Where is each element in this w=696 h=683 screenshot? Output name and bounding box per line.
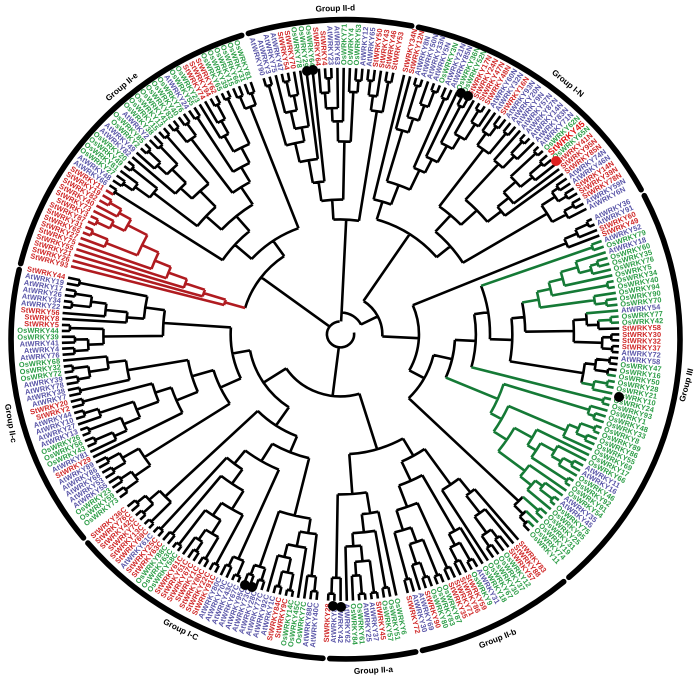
svg-text:AtWRKY25: AtWRKY25 xyxy=(361,602,373,642)
svg-text:StWRKY4: StWRKY4 xyxy=(318,31,329,67)
svg-text:AtWRKY65: AtWRKY65 xyxy=(364,27,377,67)
svg-text:OsWRKY42: OsWRKY42 xyxy=(622,316,664,327)
svg-text:AtWRKY62: AtWRKY62 xyxy=(342,603,352,643)
svg-text:Group II-a: Group II-a xyxy=(354,664,394,676)
svg-text:AtWRKY37: AtWRKY37 xyxy=(368,601,381,641)
svg-text:StWRKY8: StWRKY8 xyxy=(24,312,59,323)
svg-text:AtWRKY84: AtWRKY84 xyxy=(329,603,339,643)
svg-text:AtWRKY76: AtWRKY76 xyxy=(20,350,60,362)
svg-text:StWRKY32: StWRKY32 xyxy=(622,336,661,346)
svg-text:OsWRKY68: OsWRKY68 xyxy=(18,356,60,369)
svg-text:AtWRKY23: AtWRKY23 xyxy=(325,26,335,66)
svg-text:AtWRKY22: AtWRKY22 xyxy=(21,298,61,311)
svg-text:AtWRKY12: AtWRKY12 xyxy=(358,26,370,66)
svg-text:OsWRKY84: OsWRKY84 xyxy=(349,603,360,646)
svg-text:Group II-d: Group II-d xyxy=(315,2,355,13)
svg-text:OsWRKY53: OsWRKY53 xyxy=(352,24,363,66)
svg-text:StWRKY58: StWRKY58 xyxy=(622,323,661,333)
svg-text:AtWRKY58: AtWRKY58 xyxy=(621,354,661,366)
svg-text:OsWRKY71: OsWRKY71 xyxy=(339,24,349,66)
svg-text:AtWRKY40C: AtWRKY40C xyxy=(308,602,321,648)
svg-text:AtWRKY41: AtWRKY41 xyxy=(19,338,59,348)
svg-text:OsWRKY77: OsWRKY77 xyxy=(621,309,663,321)
svg-text:StWRKY28: StWRKY28 xyxy=(322,603,333,642)
svg-text:AtWRKY4: AtWRKY4 xyxy=(24,344,60,355)
svg-text:OsWRKY39: OsWRKY39 xyxy=(17,332,59,341)
svg-text:StWRKY64: StWRKY64 xyxy=(311,27,323,67)
svg-text:AtWRKY42: AtWRKY42 xyxy=(336,604,345,643)
svg-text:StWRKY56: StWRKY56 xyxy=(20,305,60,317)
svg-text:StWRKY37: StWRKY37 xyxy=(622,342,661,353)
svg-text:AtWRKY54: AtWRKY54 xyxy=(621,302,662,315)
svg-text:OsWRKY64: OsWRKY64 xyxy=(304,25,317,68)
svg-text:StWRKY30: StWRKY30 xyxy=(622,330,661,339)
svg-text:AtWRKY63: AtWRKY63 xyxy=(332,26,341,65)
svg-text:StWRKY5: StWRKY5 xyxy=(24,319,59,329)
svg-text:OsWRKY4: OsWRKY4 xyxy=(346,27,356,65)
svg-text:OsWRKY44: OsWRKY44 xyxy=(17,326,59,336)
svg-text:OsWRKY61: OsWRKY61 xyxy=(355,603,367,645)
svg-text:AtWRKY72: AtWRKY72 xyxy=(621,348,661,360)
